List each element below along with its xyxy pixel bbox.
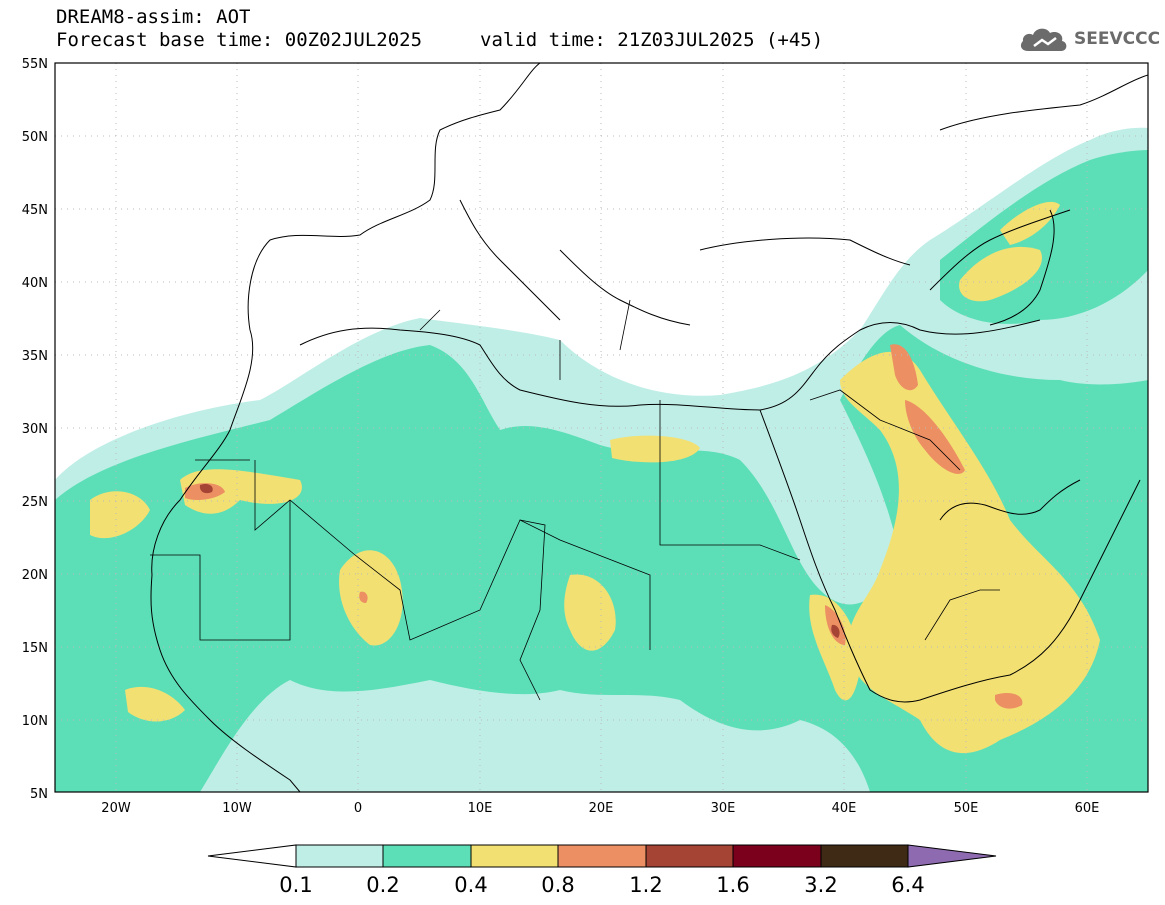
colorbar-label: 0.4 [454,873,487,897]
borders [150,299,1000,701]
lat-label: 25N [22,495,48,510]
aot-contour-04f [610,435,700,463]
aot-contour-04h [125,686,185,722]
colorbar-segment [645,844,734,868]
lon-label: 20W [101,801,131,816]
aot-contour-08f [359,591,368,603]
lon-label: 20E [589,801,614,816]
colorbar-label: 0.8 [541,873,574,897]
lat-label: 55N [22,57,48,72]
lat-axis: 55N 50N 45N 40N 35N 30N 25N 20N 15N 10N … [22,57,48,802]
lat-label: 50N [22,130,48,145]
aot-contour-08e [825,605,846,645]
colorbar-label: 0.2 [366,873,399,897]
lat-label: 5N [30,787,48,802]
map-frame [54,62,1149,793]
lon-label: 40E [832,801,857,816]
lon-label: 50E [954,801,979,816]
colorbar-segment [470,844,559,868]
aot-contour-08d [995,693,1023,709]
aot-contour-12b [831,624,840,638]
base-time-label: Forecast base time: 00Z02JUL2025 [56,29,423,51]
aot-contour-08b [905,400,965,474]
lat-label: 10N [22,714,48,729]
lon-label: 10W [222,801,252,816]
colorbar-segment [732,844,822,868]
aot-contour-04b [180,469,302,514]
aot-contour-08 [890,344,918,391]
aot-contour-04c [90,491,150,539]
lat-label: 35N [22,349,48,364]
logo-text: SEEVCCC [1074,29,1161,49]
colorbar [207,844,997,868]
lon-label: 10E [468,801,493,816]
aot-contour-04g [809,594,860,701]
lon-label: 0 [354,801,362,816]
lat-label: 45N [22,203,48,218]
aot-contour-04 [840,351,1100,754]
aot-contour-04e [564,574,616,651]
colorbar-label: 3.2 [804,873,837,897]
colorbar-label: 1.2 [629,873,662,897]
seevccc-logo: SEEVCCC [1018,22,1160,56]
colorbar-label: 1.6 [716,873,749,897]
colorbar-high-arrow [907,844,997,868]
cloud-icon [1020,28,1067,51]
colorbar-label: 0.1 [279,873,312,897]
aot-contour-04i [959,246,1042,302]
colorbar-low-arrow [207,844,297,868]
lon-label: 60E [1075,801,1100,816]
grid-lines [55,63,1148,792]
colorbar-segment [295,844,384,868]
lon-axis: 20W 10W 0 10E 20E 30E 40E 50E 60E [101,801,1099,816]
coastlines [150,63,1148,792]
aot-contour-12 [199,483,213,494]
colorbar-segment [382,844,472,868]
lat-label: 20N [22,568,48,583]
colorbar-labels: 0.1 0.2 0.4 0.8 1.2 1.6 3.2 6.4 [279,873,924,897]
aot-contour-04d [339,550,403,646]
valid-time-label: valid time: 21Z03JUL2025 (+45) [480,29,824,51]
colorbar-label: 6.4 [891,873,924,897]
model-title: DREAM8-assim: AOT [56,6,251,28]
lat-label: 15N [22,641,48,656]
colorbar-segment [820,844,909,868]
lat-label: 30N [22,422,48,437]
lon-label: 30E [711,801,736,816]
lat-label: 40N [22,276,48,291]
colorbar-segment [557,844,647,868]
